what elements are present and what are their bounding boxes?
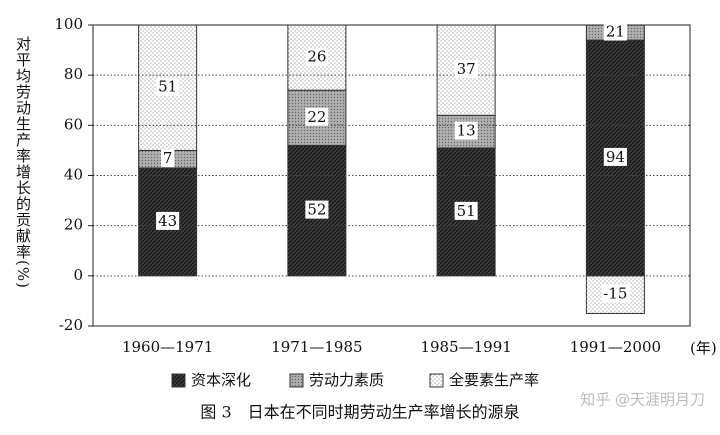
data-label: 26 [307, 48, 326, 66]
plot-area [138, 25, 645, 314]
bar-segment [436, 25, 496, 116]
data-label: 37 [457, 60, 476, 78]
watermark: 知乎 @天涯明月刀 [580, 391, 705, 409]
legend-label: 劳动力素质 [309, 371, 384, 389]
data-label-bg [603, 147, 627, 166]
data-label-bg [305, 107, 329, 126]
data-label-bg [454, 121, 478, 140]
legend-swatch [429, 373, 444, 388]
y-tick-label: 20 [64, 216, 83, 234]
data-label-bg [156, 77, 180, 96]
data-label-bg [156, 211, 180, 230]
data-label: 51 [457, 202, 476, 220]
data-label-bg [603, 22, 627, 41]
data-label-bg [454, 201, 478, 220]
chart-title: 图 3 日本在不同时期劳动生产率增长的源泉 [200, 403, 519, 422]
data-label: -15 [603, 285, 627, 303]
y-tick-label: 80 [64, 65, 83, 83]
legend-swatch [289, 373, 304, 388]
legend-swatch [171, 373, 186, 388]
data-label: 7 [163, 149, 173, 167]
data-label-bg [305, 47, 329, 66]
x-tick-label: 1991—2000 [570, 338, 661, 356]
legend-label: 全要素生产率 [449, 371, 539, 389]
x-tick-label: 1960—1971 [122, 338, 213, 356]
y-tick-label: 60 [64, 115, 83, 133]
y-tick-label: 0 [73, 266, 83, 284]
data-label: 94 [606, 148, 625, 166]
x-unit: (年) [690, 339, 717, 357]
x-tick-label: 1971—1985 [271, 338, 362, 356]
x-tick-label: 1985—1991 [420, 338, 511, 356]
data-label: 52 [307, 201, 326, 219]
data-label: 21 [606, 23, 625, 41]
data-label-bg [160, 149, 175, 168]
y-tick-label: 40 [64, 166, 83, 184]
data-label: 51 [158, 78, 177, 96]
data-label-bg [601, 284, 630, 303]
data-label: 22 [307, 108, 326, 126]
y-axis-label: 对平均劳动生产率增长的贡献率(%) [14, 36, 32, 289]
data-label-bg [454, 60, 478, 79]
legend-label: 资本深化 [191, 371, 251, 389]
plot-frame [92, 24, 691, 327]
y-tick-label: 100 [54, 15, 83, 33]
data-label-bg [305, 200, 329, 219]
data-label: 13 [457, 122, 476, 140]
data-label: 43 [158, 212, 177, 230]
y-tick-label: -20 [59, 316, 83, 334]
